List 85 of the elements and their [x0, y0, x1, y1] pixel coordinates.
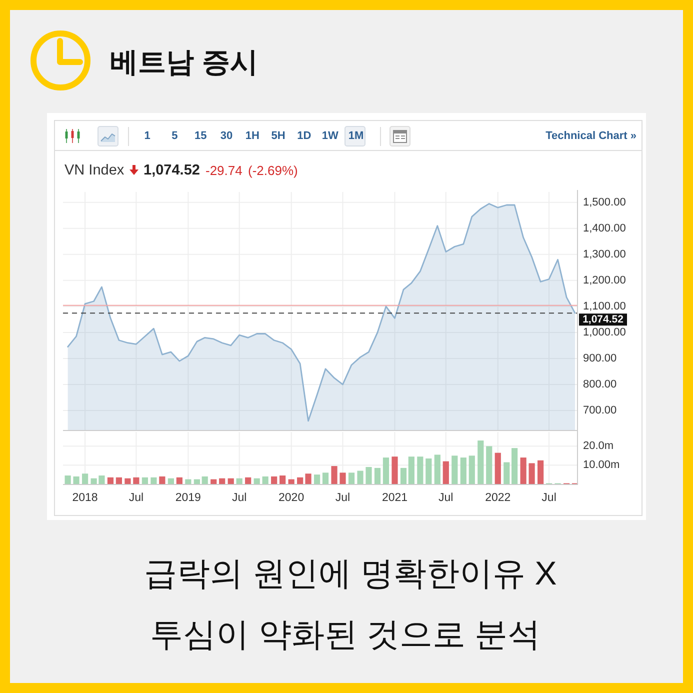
bar [107, 477, 114, 484]
y-tick-label: 900.00 [583, 352, 617, 364]
x-tick-label: Jul [542, 492, 556, 504]
bar [116, 477, 122, 484]
bar [468, 456, 475, 484]
text: (-2.69%) [248, 163, 298, 178]
bar [494, 452, 501, 484]
x-tick-label: Jul [438, 492, 454, 504]
y-tick-label: 1,300.00 [583, 248, 626, 260]
bar [426, 458, 432, 484]
bar [297, 477, 304, 484]
bar [159, 476, 166, 484]
y-tick-label: 800.00 [583, 378, 617, 390]
bar [460, 458, 466, 484]
x-tick-label: 2020 [278, 492, 304, 504]
y-tick-label: 10.00m [583, 459, 620, 472]
y-tick-label: 1,500.00 [583, 196, 626, 208]
bar [340, 472, 346, 484]
text: 1 5 15 30 1H 5H 1D 1W 1M [144, 130, 364, 142]
bar [280, 475, 286, 484]
bar [331, 466, 338, 484]
y-tick-label: 20.0m [583, 440, 614, 452]
text: 투심이 약화된 것으로 분석 [150, 616, 541, 652]
chart-title: 베트남 증시 [110, 46, 258, 78]
bar [219, 478, 226, 484]
bar [504, 462, 510, 484]
bar [254, 478, 260, 484]
text: 급락의 원인에 명확한이유 X [144, 554, 557, 592]
bar [512, 448, 518, 484]
x-tick-label: Jul [335, 492, 350, 504]
y-tick-label: 1,100.00 [583, 300, 626, 312]
bar [305, 474, 312, 484]
x-tick-label: 2019 [175, 492, 201, 504]
bar [82, 474, 88, 484]
y-tick-label: 700.00 [583, 404, 617, 416]
bar [408, 456, 414, 484]
bar [142, 477, 148, 484]
bar [202, 476, 208, 484]
bar [124, 478, 131, 484]
bar [64, 475, 71, 484]
bar [486, 446, 492, 484]
bar [288, 479, 294, 484]
text: -29.74 [206, 163, 242, 178]
x-tick-label: 2018 [72, 492, 98, 504]
y-tick-label: 1,000.00 [583, 326, 626, 338]
text: 1,074.52 [144, 162, 200, 178]
bar [400, 468, 407, 484]
bar [73, 476, 80, 484]
bar [185, 479, 192, 484]
bar [478, 440, 484, 484]
bar [271, 476, 278, 484]
bar [357, 470, 364, 484]
y-tick-label: 1,400.00 [583, 222, 626, 234]
bar [366, 466, 372, 484]
bar [392, 456, 398, 484]
bar [168, 478, 174, 484]
bar [434, 454, 440, 484]
x-tick-label: 2022 [485, 492, 511, 504]
bar [348, 472, 355, 484]
bar [528, 463, 535, 484]
x-tick-label: Jul [128, 492, 144, 504]
chart-subtitle: VN Index [64, 162, 125, 178]
text: Technical Chart » [546, 130, 636, 142]
bar [228, 478, 234, 484]
bar [322, 472, 329, 484]
bar [442, 461, 449, 484]
bar [236, 478, 242, 484]
bar [382, 458, 390, 484]
bar [176, 477, 182, 484]
bar [374, 468, 381, 484]
bar [314, 474, 320, 484]
bar [194, 479, 200, 484]
x-tick-label: Jul [232, 492, 247, 504]
x-tick-label: 2021 [382, 492, 408, 504]
bar [245, 477, 252, 484]
bar [417, 456, 424, 484]
bar [537, 460, 544, 484]
y-tick-label: 1,200.00 [583, 274, 626, 286]
bar [452, 456, 458, 484]
bar [150, 477, 157, 484]
bar [520, 458, 526, 484]
bar [210, 479, 217, 484]
ref-line-label: 1,074.52 [582, 314, 624, 326]
bar [133, 477, 140, 484]
bar [262, 476, 268, 484]
